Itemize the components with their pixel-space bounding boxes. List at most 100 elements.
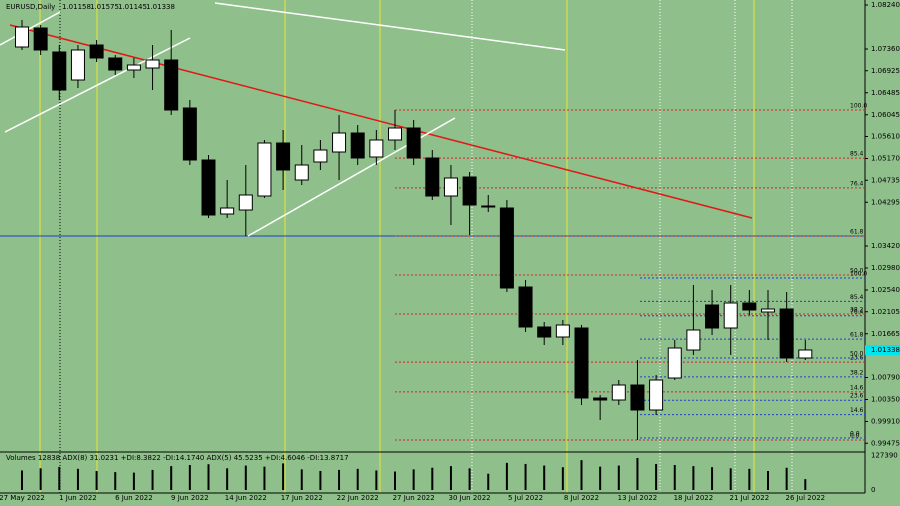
x-tick-label: 6 Jun 2022 [115, 494, 153, 502]
fib-label: 85.4 [850, 151, 864, 158]
trend-line [9, 24, 753, 219]
candle-body [182, 107, 197, 161]
volume-tick-label: 0 [871, 486, 875, 494]
y-tick-label: 1.06045 [871, 111, 900, 119]
y-tick-label: 1.08240 [871, 1, 900, 9]
fib-label: 100.0 [850, 103, 867, 110]
candle-body [332, 132, 347, 153]
y-tick-label: 1.05170 [871, 155, 900, 163]
fib-label: 38.2 [850, 369, 864, 376]
fib-label: 50.0 [850, 268, 864, 275]
fib-label: 38.2 [850, 306, 864, 313]
x-tick-label: 5 Jul 2022 [508, 494, 543, 502]
candle-body [70, 49, 85, 81]
candle-body [798, 349, 813, 359]
y-tick-label: 1.00790 [871, 374, 900, 382]
channel-line [214, 2, 566, 51]
candle-body [443, 177, 458, 197]
fib-label: 76.4 [850, 308, 864, 315]
candle-body [164, 59, 179, 111]
fib-label: 61.8 [850, 332, 864, 339]
volume-tick-label: 127390 [871, 451, 898, 459]
candle-body [15, 26, 29, 48]
candle-body [406, 127, 421, 159]
candle-body [705, 304, 720, 329]
candle-body [33, 27, 48, 51]
candle-body [108, 57, 123, 71]
y-tick-label: 1.00350 [871, 396, 900, 404]
candle-body [425, 157, 440, 197]
y-tick-label: 0.99910 [871, 418, 900, 426]
candle-body [630, 384, 645, 411]
x-tick-label: 9 Jun 2022 [171, 494, 209, 502]
y-tick-label: 1.06485 [871, 89, 900, 97]
current-price-box [865, 345, 900, 356]
candle-body [649, 379, 664, 411]
candle-body [611, 384, 626, 401]
candle-body [686, 329, 701, 351]
candle-body [574, 327, 589, 399]
x-tick-label: 27 May 2022 [0, 494, 45, 502]
fib-label: 23.6 [850, 393, 864, 400]
y-tick-label: 1.01665 [871, 330, 900, 338]
y-tick-label: 1.06925 [871, 67, 900, 75]
y-tick-label: 0.99475 [871, 439, 900, 447]
fib-label: 14.6 [850, 384, 864, 391]
fib-label: 14.6 [850, 407, 864, 414]
x-tick-label: 18 Jul 2022 [674, 494, 714, 502]
candle-body [723, 302, 738, 329]
header-open: 1.01158 [62, 3, 91, 11]
candle-body [126, 64, 141, 71]
symbol: EURUSD,Daily [6, 3, 55, 11]
candle-body [350, 132, 365, 159]
candle-body [761, 308, 775, 313]
x-tick-label: 27 Jun 2022 [393, 494, 435, 502]
channel-line [0, 11, 61, 46]
candle-body [499, 207, 514, 289]
candle-body [462, 176, 477, 206]
candle-body [388, 127, 402, 141]
y-tick-label: 1.05610 [871, 133, 900, 141]
x-tick-label: 30 Jun 2022 [449, 494, 491, 502]
candle-body [313, 149, 328, 163]
candle-body [276, 142, 291, 171]
y-tick-label: 1.02540 [871, 286, 900, 294]
y-tick-label: 1.02105 [871, 308, 900, 316]
candle-body [555, 324, 570, 338]
candle-body [238, 194, 253, 211]
channel-line [4, 37, 191, 133]
candle-body [220, 207, 235, 215]
y-tick-label: 1.04735 [871, 176, 900, 184]
fib-label: 50.0 [850, 351, 864, 358]
y-tick-label: 1.03420 [871, 242, 900, 250]
candle-body [779, 308, 794, 359]
candle-body [369, 139, 384, 158]
candle-body [537, 326, 552, 338]
x-tick-label: 21 Jul 2022 [730, 494, 770, 502]
header-low: 1.01145 [118, 3, 147, 11]
x-tick-label: 14 Jun 2022 [225, 494, 267, 502]
candle-body [518, 286, 533, 328]
x-tick-label: 26 Jul 2022 [785, 494, 825, 502]
candle-body [294, 164, 309, 181]
header-high: 1.01575 [90, 3, 119, 11]
x-tick-label: 13 Jul 2022 [618, 494, 658, 502]
candle-body [89, 44, 104, 59]
fib-label: 100.0 [850, 271, 867, 278]
fib-label: 76.4 [850, 180, 864, 187]
x-tick-label: 1 Jun 2022 [59, 494, 97, 502]
y-tick-label: 1.02980 [871, 264, 900, 272]
candle-body [145, 59, 160, 69]
candle-body [481, 205, 496, 208]
indicator-label: Volumes 12838 ADX(8) 31.0231 +DI:8.3822 … [6, 454, 349, 462]
current-price-label: 1.01338 [871, 346, 900, 354]
fib-label: 0.0 [850, 433, 860, 440]
header-close: 1.01338 [146, 3, 175, 11]
y-tick-label: 1.07360 [871, 45, 900, 53]
candle-body [667, 347, 682, 379]
candle-body [201, 159, 216, 216]
candle-body [52, 51, 67, 91]
x-tick-label: 22 Jun 2022 [337, 494, 379, 502]
